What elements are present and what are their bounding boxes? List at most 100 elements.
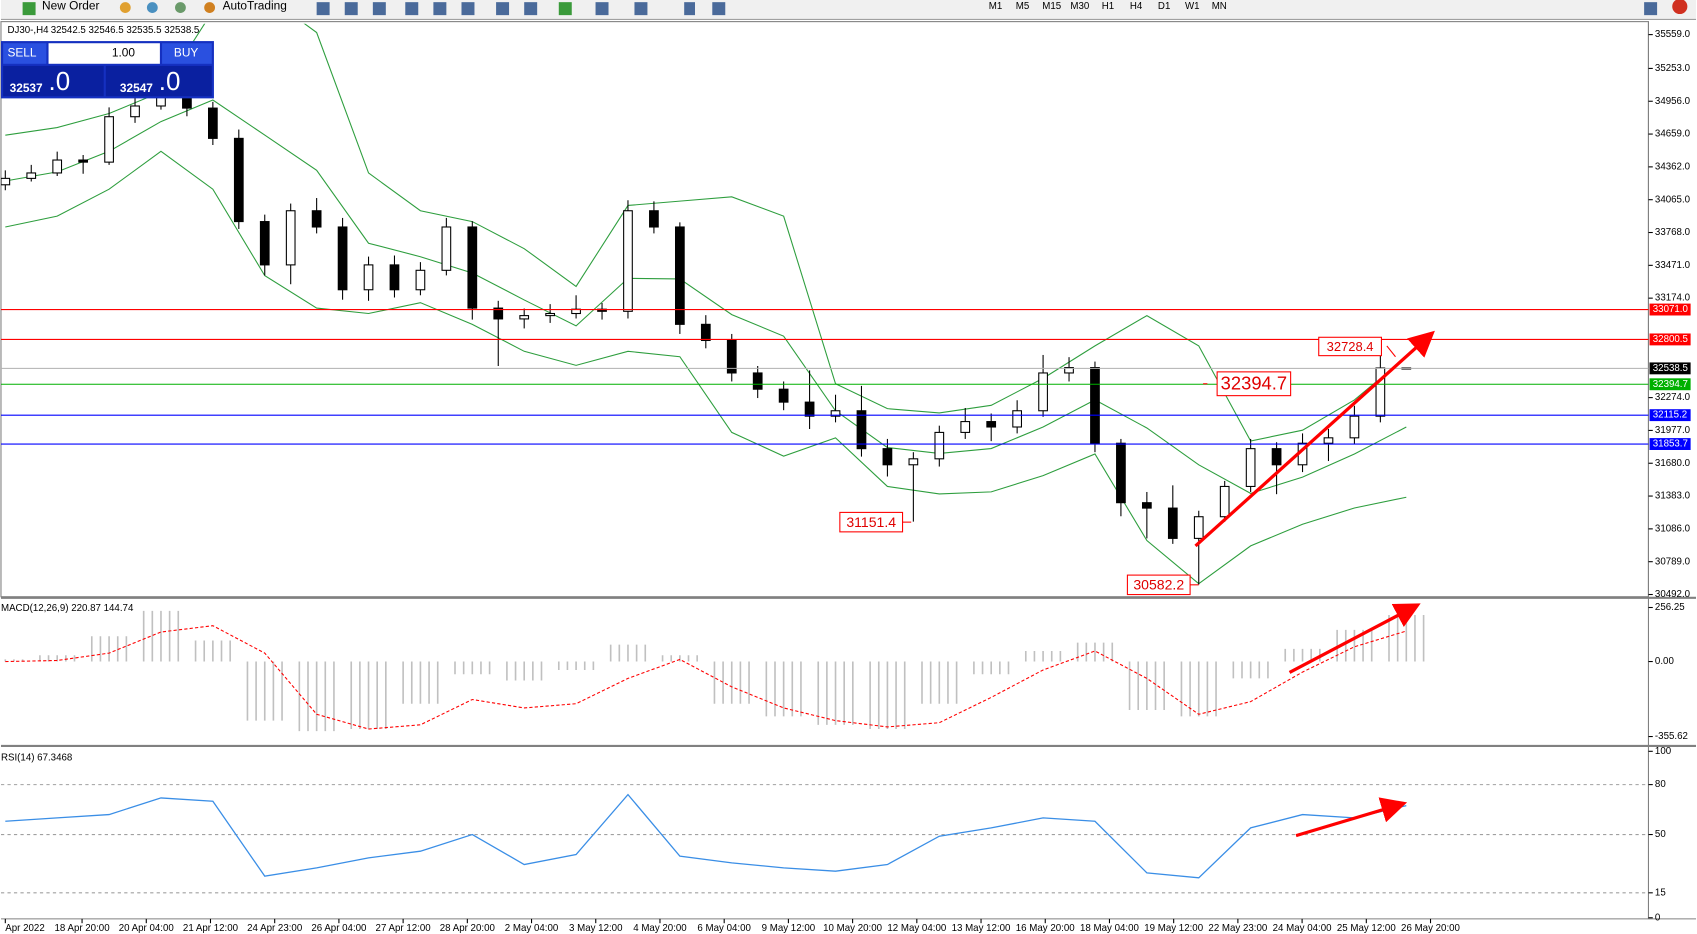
x-tick-label: 6 May 04:00 [697, 923, 751, 934]
price-level-label: 31853.7 [1653, 439, 1688, 450]
price-level-label: 32538.5 [1653, 363, 1688, 374]
autotrading-icon[interactable] [204, 2, 216, 13]
lot-input[interactable] [48, 43, 160, 64]
y-tick-label: 31977.0 [1655, 425, 1691, 436]
x-tick-label: 24 May 04:00 [1273, 923, 1332, 934]
bid-price: 32537 [10, 81, 43, 95]
search[interactable] [1644, 2, 1658, 16]
y-tick-label: 34065.0 [1655, 194, 1691, 205]
templates[interactable] [634, 2, 648, 16]
tool-icon[interactable] [524, 2, 538, 16]
x-tick-label: 18 May 04:00 [1080, 923, 1139, 934]
macd-title: MACD(12,26,9) 220.87 144.74 [1, 603, 134, 614]
candle-body [856, 410, 867, 450]
timeframe-button[interactable]: W1 [1185, 1, 1200, 12]
x-tick-label: 9 May 12:00 [762, 923, 816, 934]
candle-body [337, 226, 348, 291]
y-tick-label: 34659.0 [1655, 129, 1691, 140]
crosshair[interactable] [712, 2, 726, 16]
timeframe-button[interactable]: M1 [989, 1, 1003, 12]
candle-body [311, 210, 322, 228]
bollinger-band [5, 23, 1407, 442]
y-tick-label: 80 [1655, 779, 1666, 790]
price-level-tag [1649, 378, 1691, 391]
sell-button[interactable] [3, 43, 47, 64]
periods[interactable] [595, 2, 609, 16]
y-tick-label: -355.62 [1655, 731, 1688, 742]
candle-body [519, 315, 530, 320]
tool-icon[interactable] [372, 2, 386, 16]
y-tick-label: 30492.0 [1655, 589, 1691, 600]
candle-body [960, 421, 971, 433]
trend-arrow [1295, 797, 1408, 838]
price-annotation: 31151.4 [846, 514, 896, 530]
bid-box[interactable] [3, 65, 104, 97]
price-annotation: 32728.4 [1327, 339, 1374, 354]
tool-icon[interactable] [344, 2, 358, 16]
sell-label[interactable]: SELL [7, 46, 36, 60]
y-tick-label: 30789.0 [1655, 556, 1691, 567]
icon[interactable] [119, 2, 131, 13]
candle-body [986, 421, 997, 428]
timeframe-button[interactable]: M30 [1070, 1, 1090, 12]
zoom-in[interactable] [405, 2, 419, 16]
price-level-label: 32800.5 [1653, 334, 1688, 345]
y-tick-label: 31086.0 [1655, 523, 1691, 534]
candle-body [467, 226, 478, 309]
candle-body [752, 372, 763, 390]
autotrading-button[interactable]: AutoTrading [223, 0, 287, 13]
lot-value[interactable]: 1.00 [112, 46, 136, 60]
timeframe-button[interactable]: M15 [1042, 1, 1061, 12]
notifications[interactable] [1672, 0, 1688, 15]
candle-body [623, 210, 633, 312]
timeframe-button[interactable]: MN [1212, 1, 1227, 12]
x-tick-label: 16 May 20:00 [1016, 923, 1075, 934]
tool-icon[interactable] [316, 2, 330, 16]
x-tick-label: 13 May 12:00 [952, 923, 1011, 934]
annotation-box [1126, 574, 1191, 596]
icon[interactable] [146, 2, 158, 13]
candle-body [415, 269, 426, 291]
indicators[interactable] [558, 2, 572, 16]
x-tick-label: 2 May 04:00 [505, 923, 559, 934]
tool-icon[interactable] [496, 2, 510, 16]
x-tick-label: 21 Apr 12:00 [183, 923, 239, 934]
timeframe-button[interactable]: H1 [1102, 1, 1114, 12]
x-tick-label: 20 Apr 04:00 [119, 923, 175, 934]
icon[interactable] [175, 2, 186, 13]
rsi-line [5, 793, 1407, 879]
toolbar [0, 0, 1697, 20]
zoom-out[interactable] [433, 2, 447, 16]
price-level-label: 32394.7 [1653, 379, 1688, 390]
timeframe-button[interactable]: D1 [1158, 1, 1170, 12]
new-order-icon[interactable] [22, 2, 36, 16]
quote: 32542.5 32546.5 32535.5 32538.5 [51, 25, 200, 36]
candle-body [363, 264, 374, 291]
tile[interactable] [461, 2, 475, 16]
y-tick-label: 0 [1655, 912, 1661, 923]
y-tick-label: 31383.0 [1655, 491, 1691, 502]
bollinger-band [5, 150, 1407, 585]
cursor[interactable] [684, 2, 695, 16]
ask-price: 32547 [120, 81, 153, 95]
buy-button[interactable] [162, 43, 212, 64]
buy-label[interactable]: BUY [174, 46, 198, 60]
candle-body [441, 226, 452, 271]
candle-body [1012, 410, 1023, 428]
ask-box[interactable] [105, 65, 212, 97]
candle-body [78, 159, 89, 163]
candle-body [104, 116, 114, 163]
price-annotation: 32394.7 [1221, 373, 1287, 394]
timeframe-button[interactable]: M5 [1016, 1, 1030, 12]
candle-body [1245, 448, 1256, 487]
symbol: DJ30-,H4 [7, 25, 49, 36]
timeframe-button[interactable]: H4 [1130, 1, 1143, 12]
y-tick-label: 32274.0 [1655, 392, 1691, 403]
y-tick-label: 35253.0 [1655, 63, 1691, 74]
candle-body [1323, 437, 1334, 444]
new-order-button[interactable]: New Order [42, 0, 99, 13]
trade-panel: SELL 1.00 BUY 32537 .0 32547 .0 [0, 41, 214, 99]
candle-body [649, 210, 659, 228]
candle-body [1038, 372, 1048, 412]
